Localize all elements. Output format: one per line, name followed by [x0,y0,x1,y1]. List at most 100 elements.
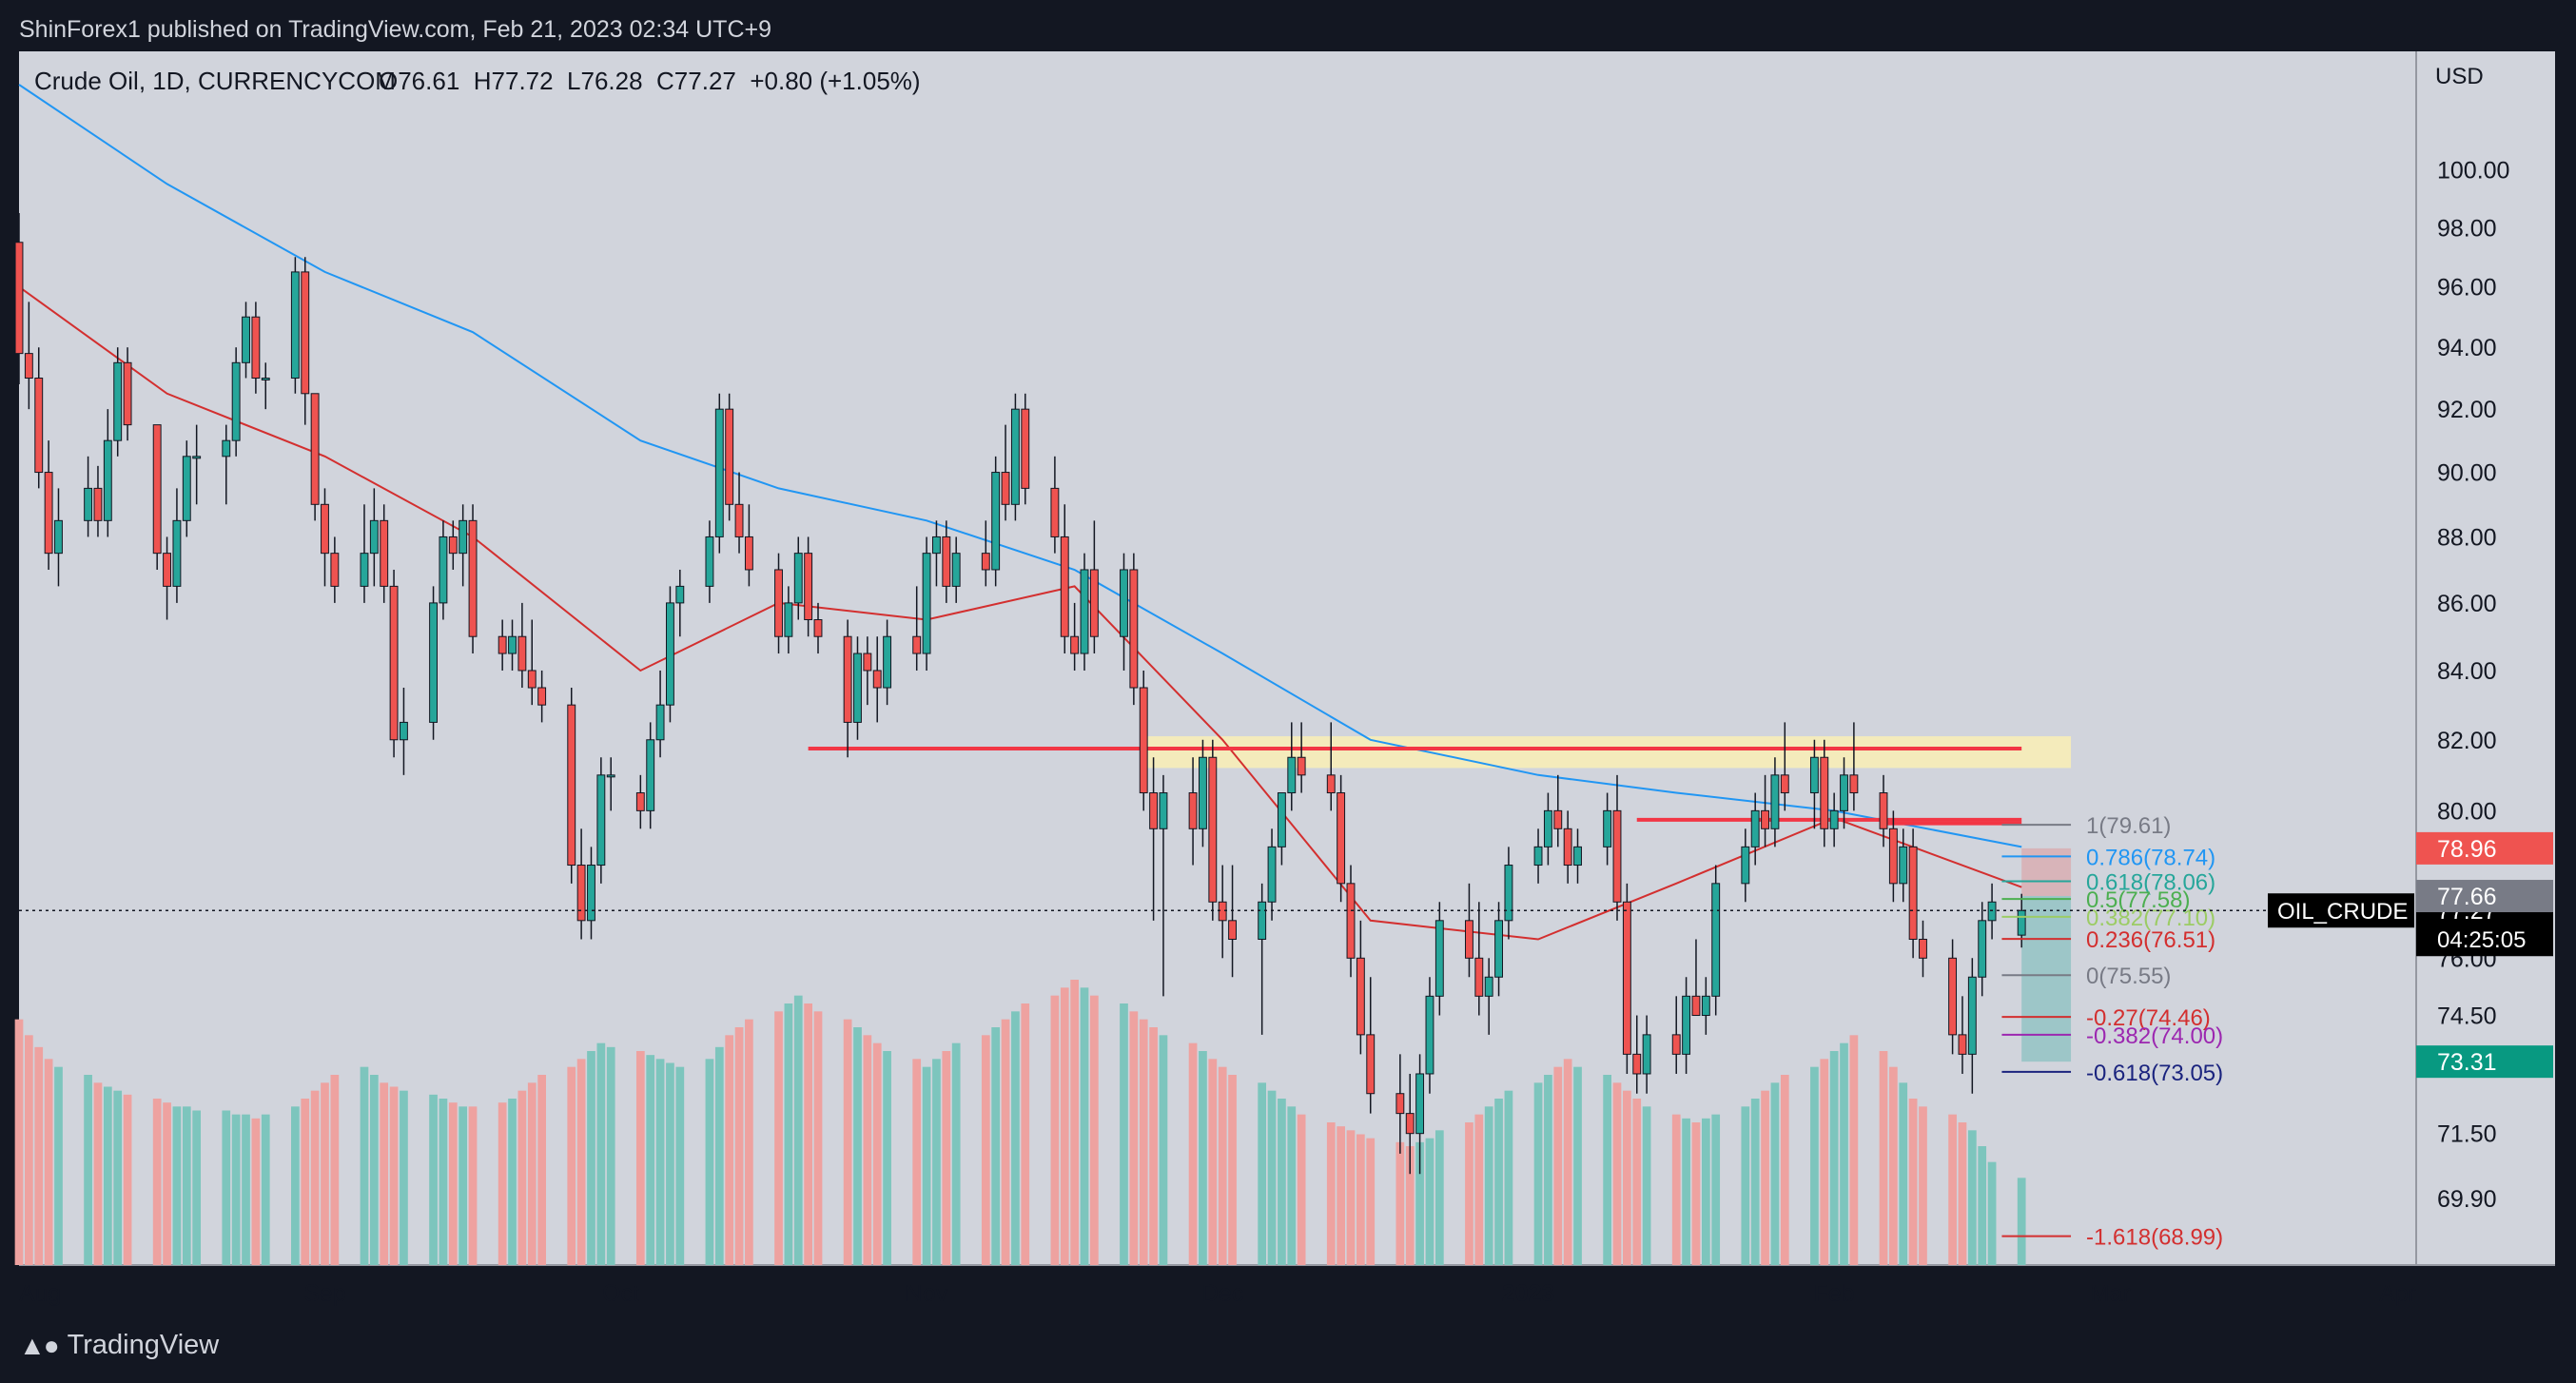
volume-bar [1849,1035,1859,1265]
volume-bar [389,1086,399,1265]
volume-bar [1553,1066,1563,1265]
candle-down [1021,408,1030,489]
price-tick-label: 96.00 [2437,275,2497,302]
candle-down [1948,957,1958,1036]
time-tick-label: Oct [602,1280,639,1307]
candle-up [1277,792,1286,847]
volume-bar [1533,1082,1543,1265]
candle-down [321,503,329,555]
volume-bar [942,1051,951,1265]
candle-down [1149,792,1159,829]
candle-up [606,774,615,778]
fib-level-label: 0.236(76.51) [2086,927,2215,953]
candle-down [1465,920,1473,959]
volume-bar [1366,1138,1376,1265]
bar-countdown: 04:25:05 [2437,927,2526,953]
volume-bar [1188,1042,1198,1265]
fib-level-label: 0.5(77.58) [2086,887,2190,913]
candle-down [863,653,872,672]
volume-bar [448,1102,458,1265]
volume-bar [1810,1066,1819,1265]
candle-up [1120,569,1128,637]
candle-down [1356,957,1365,1036]
fib-level-label: 0(75.55) [2086,964,2171,989]
volume-bar [400,1090,408,1265]
volume-bar [1908,1099,1918,1265]
candle-up [1741,846,1750,885]
candle-down [380,519,389,587]
time-tick-label: Aug [19,1280,61,1307]
ohlc-close: C77.27 [656,67,736,95]
price-tick-label: 74.50 [2437,1003,2497,1030]
volume-bar [1287,1106,1297,1265]
volume-bar [705,1059,714,1265]
candle-up [1543,809,1552,847]
brand-footer[interactable]: ▲● TradingView [19,1330,219,1361]
price-tick-label: 100.00 [2437,157,2509,184]
time-tick-label: Dec [1201,1280,1243,1307]
candle-down [912,635,922,654]
candle-down [1849,774,1859,794]
candle-up [1287,756,1297,794]
time-tick-label: Mar [2090,1280,2131,1307]
publisher-banner: ShinForex1 published on TradingView.com,… [19,16,772,43]
volume-bar [1159,1035,1168,1265]
candle-down [1879,792,1888,829]
volume-bar [1632,1099,1642,1265]
candle-down [1691,995,1701,1017]
volume-bar [1642,1106,1651,1265]
candle-up [1199,756,1207,829]
volume-bar [1761,1090,1769,1265]
volume-bar [113,1090,123,1265]
volume-bar [291,1106,300,1265]
price-tick-label: 86.00 [2437,591,2497,617]
candle-down [1001,472,1010,505]
volume-bar [1701,1118,1710,1265]
volume-bar [222,1110,231,1265]
candle-up [1770,774,1780,829]
candle-down [1888,828,1898,885]
candle-up [1494,920,1503,978]
ohlc-change: +0.80 (+1.05%) [750,67,920,95]
chart-background [19,51,2416,1265]
fib-level-label: -0.27(74.46) [2086,1005,2211,1031]
fib-level-label: 0.786(78.74) [2086,845,2215,870]
candle-up [1840,774,1848,811]
ohlc-header: O76.61 H77.72 L76.28 C77.27 +0.80 (+1.05… [379,67,921,95]
volume-bar [655,1059,665,1265]
volume-bar [1356,1134,1365,1265]
candle-down [44,472,53,555]
volume-bar [1919,1106,1927,1265]
volume-bar [646,1055,655,1265]
volume-bar [1278,1099,1286,1265]
volume-bar [429,1094,438,1265]
volume-bar [172,1106,182,1265]
volume-bar [25,1035,33,1265]
volume-bar [163,1102,171,1265]
fibonacci-extension: 1(79.61) 0.786(78.74)0.618(78.06)0.5(77.5… [2001,813,2223,1251]
volume-bar [1415,1141,1424,1265]
volume-bar [310,1090,320,1265]
volume-bar [1741,1106,1750,1265]
candle-down [310,393,320,505]
volume-bar [1504,1090,1513,1265]
volume-bar [1889,1066,1898,1265]
candle-down [1553,809,1563,829]
candle-down [744,536,753,571]
volume-bar [1987,1161,1997,1265]
volume-bar [517,1090,527,1265]
fib-level-label: -0.382(74.00) [2086,1023,2223,1049]
volume-bar [468,1106,478,1265]
candle-down [1919,938,1927,959]
volume-bar [537,1075,546,1265]
volume-bar [606,1046,615,1265]
fib-level-label: -0.618(73.05) [2086,1061,2223,1086]
candle-down [537,687,547,706]
volume-bar [508,1099,517,1265]
candle-down [1337,792,1346,885]
volume-bar [1544,1075,1552,1265]
candle-down [1139,687,1148,794]
candle-down [1129,569,1139,689]
candle-down [942,536,951,587]
